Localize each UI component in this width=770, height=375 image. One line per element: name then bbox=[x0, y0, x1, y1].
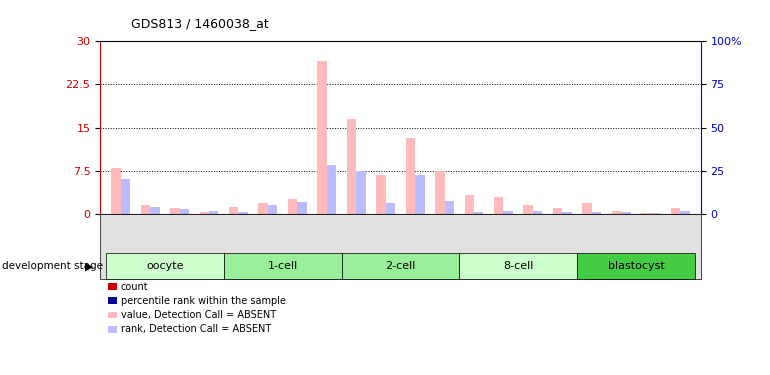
Text: 1-cell: 1-cell bbox=[267, 261, 298, 271]
Bar bbox=[444, 201, 454, 214]
Bar bbox=[121, 179, 130, 214]
Bar bbox=[317, 62, 326, 214]
Text: percentile rank within the sample: percentile rank within the sample bbox=[121, 296, 286, 306]
Bar bbox=[641, 213, 651, 214]
Bar bbox=[239, 211, 248, 214]
Bar bbox=[170, 208, 179, 214]
Bar bbox=[435, 171, 444, 214]
Bar bbox=[406, 138, 415, 214]
Bar bbox=[553, 208, 562, 214]
Bar bbox=[533, 211, 542, 214]
Text: development stage: development stage bbox=[2, 261, 102, 271]
Bar bbox=[288, 200, 297, 214]
Text: blastocyst: blastocyst bbox=[608, 261, 665, 271]
Bar bbox=[651, 213, 660, 214]
Bar bbox=[229, 207, 239, 214]
Bar bbox=[494, 196, 504, 214]
Bar bbox=[474, 211, 484, 214]
Text: rank, Detection Call = ABSENT: rank, Detection Call = ABSENT bbox=[121, 324, 271, 334]
Bar bbox=[268, 205, 277, 214]
Bar bbox=[612, 211, 621, 214]
Text: 2-cell: 2-cell bbox=[385, 261, 416, 271]
Bar bbox=[504, 211, 513, 214]
Bar bbox=[346, 119, 357, 214]
Bar bbox=[209, 211, 219, 214]
Bar bbox=[415, 175, 424, 214]
Bar bbox=[671, 208, 680, 214]
Bar bbox=[199, 212, 209, 214]
Text: ▶: ▶ bbox=[85, 261, 94, 271]
Bar bbox=[464, 195, 474, 214]
Bar bbox=[592, 211, 601, 214]
Bar bbox=[112, 168, 121, 214]
Bar bbox=[297, 202, 306, 214]
Text: GDS813 / 1460038_at: GDS813 / 1460038_at bbox=[131, 17, 269, 30]
Text: oocyte: oocyte bbox=[146, 261, 183, 271]
Text: count: count bbox=[121, 282, 149, 291]
Text: 8-cell: 8-cell bbox=[503, 261, 534, 271]
Bar bbox=[179, 209, 189, 214]
Bar bbox=[150, 207, 159, 214]
Bar bbox=[141, 205, 150, 214]
Bar bbox=[562, 211, 572, 214]
Bar bbox=[259, 203, 268, 214]
Text: value, Detection Call = ABSENT: value, Detection Call = ABSENT bbox=[121, 310, 276, 320]
Bar bbox=[386, 202, 395, 214]
Bar bbox=[326, 165, 336, 214]
Bar bbox=[524, 205, 533, 214]
Bar bbox=[582, 203, 592, 214]
Bar bbox=[357, 171, 366, 214]
Bar bbox=[680, 211, 689, 214]
Bar bbox=[377, 175, 386, 214]
Bar bbox=[621, 212, 631, 214]
